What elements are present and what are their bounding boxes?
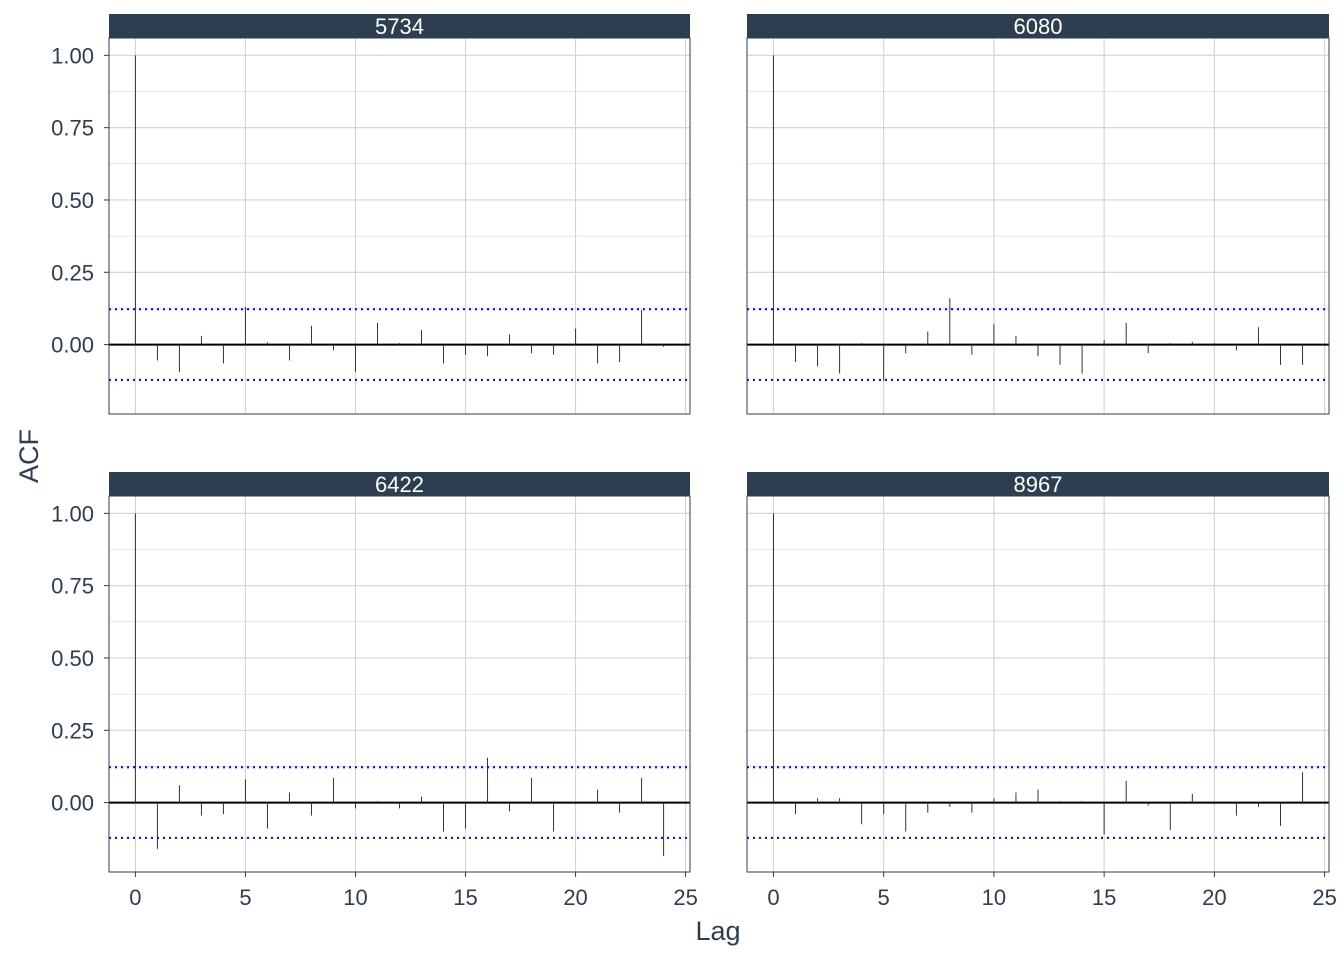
y-tick-label: 0.00 — [51, 791, 94, 816]
x-tick-label: 20 — [563, 885, 587, 910]
y-tick-label: 0.25 — [51, 718, 94, 743]
panel-6080: 6080 — [746, 14, 1330, 415]
facet-strip — [109, 14, 690, 38]
x-tick-label: 10 — [982, 885, 1006, 910]
y-tick-label: 0.75 — [51, 116, 94, 141]
panel-background — [747, 496, 1329, 872]
y-tick-label: 1.00 — [51, 43, 94, 68]
y-axis-title: ACF — [14, 429, 44, 483]
x-tick-label: 5 — [878, 885, 890, 910]
panel-8967: 8967 0 5 10 15 20 25 — [746, 472, 1337, 910]
x-tick-label: 10 — [343, 885, 367, 910]
y-tick-label: 0.00 — [51, 333, 94, 358]
facet-strip-title: 6080 — [1014, 14, 1063, 39]
x-tick-label: 20 — [1202, 885, 1226, 910]
y-tick-label: 0.25 — [51, 260, 94, 285]
facet-strip — [747, 14, 1329, 38]
x-tick-label: 0 — [129, 885, 141, 910]
y-tick-label: 1.00 — [51, 501, 94, 526]
x-axis-title: Lag — [695, 916, 740, 946]
y-tick-label: 0.50 — [51, 188, 94, 213]
facet-strip-title: 6422 — [375, 472, 424, 497]
panel-background — [109, 38, 690, 414]
panel-5734: 5734 0.00 0.25 0.50 0.75 1.00 — [51, 14, 691, 415]
panel-6422: 6422 0.00 0.25 0.50 0.75 1.00 0 5 10 15 20 25 — [51, 472, 698, 910]
x-tick-label: 0 — [767, 885, 779, 910]
y-tick-label: 0.50 — [51, 646, 94, 671]
facet-strip-title: 5734 — [375, 14, 424, 39]
x-tick-label: 25 — [673, 885, 697, 910]
y-tick-label: 0.75 — [51, 574, 94, 599]
x-tick-label: 15 — [453, 885, 477, 910]
panels-layer: 5734 0.00 0.25 0.50 0.75 1.00 6080 6422 0.00 0.25… — [51, 14, 1337, 910]
facet-strip — [747, 472, 1329, 496]
x-tick-label: 5 — [239, 885, 251, 910]
facet-strip-title: 8967 — [1014, 472, 1063, 497]
x-tick-label: 15 — [1092, 885, 1116, 910]
panel-background — [109, 496, 690, 872]
facet-strip — [109, 472, 690, 496]
panel-background — [747, 38, 1329, 414]
x-tick-label: 25 — [1312, 885, 1336, 910]
